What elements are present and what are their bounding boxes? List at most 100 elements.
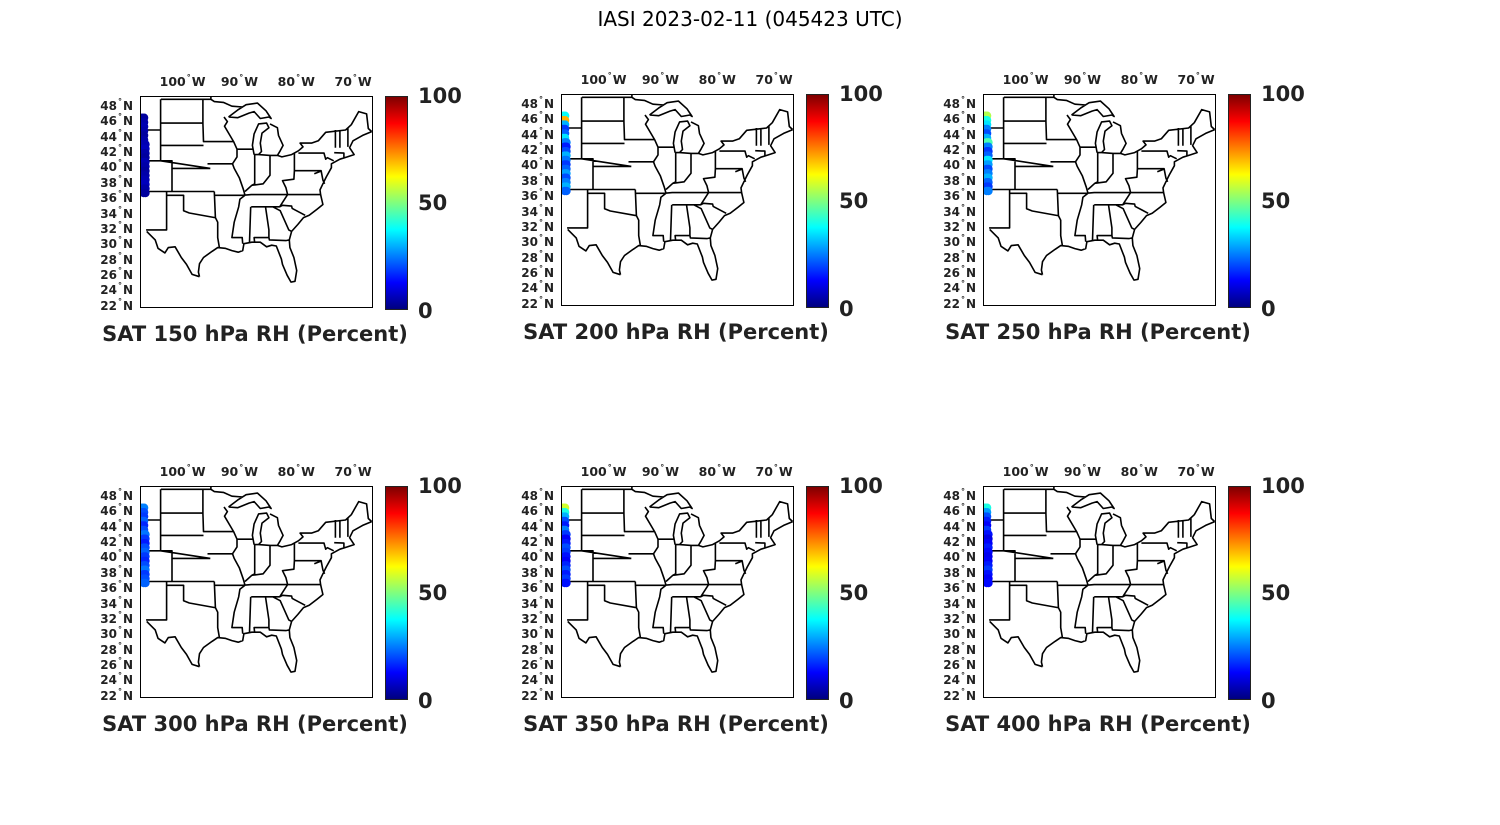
lat-tick-label: 40°N	[100, 158, 133, 175]
colorbar-tick-label: 100	[418, 84, 462, 108]
lat-tick-label: 42°N	[521, 533, 554, 550]
lat-tick-label: 48°N	[521, 94, 554, 111]
lat-tick-label: 34°N	[521, 594, 554, 611]
map-axes	[561, 486, 794, 698]
observation-point	[562, 578, 571, 588]
state-boundaries	[141, 487, 372, 673]
lat-tick-label: 28°N	[521, 640, 554, 657]
lat-tick-label: 34°N	[943, 594, 976, 611]
lat-tick-label: 22°N	[100, 686, 133, 703]
colorbar-tick-label: 0	[418, 689, 433, 713]
colorbar	[1228, 486, 1251, 700]
colorbar-tick-label: 100	[418, 474, 462, 498]
map-panel-3: 100°W 90°W 80°W 70°W 48°N 46°N 44°N 42°N 40°N 38°…	[928, 60, 1328, 360]
lat-tick-label: 44°N	[521, 125, 554, 142]
lat-tick-label: 36°N	[100, 579, 133, 596]
map-axes	[983, 486, 1216, 698]
observation-point	[141, 188, 150, 198]
lon-tick-label: 90°W	[220, 73, 259, 89]
lat-tick-label: 40°N	[521, 156, 554, 173]
lat-tick-label: 26°N	[943, 655, 976, 672]
lat-tick-label: 48°N	[943, 486, 976, 503]
lat-tick-label: 26°N	[100, 655, 133, 672]
lat-tick-label: 36°N	[521, 579, 554, 596]
colorbar-tick-label: 0	[1261, 689, 1276, 713]
lat-tick-label: 40°N	[943, 548, 976, 565]
colorbar-tick-label: 0	[839, 689, 854, 713]
colorbar-tick-label: 50	[839, 581, 869, 605]
lat-tick-label: 30°N	[521, 233, 554, 250]
lat-tick-label: 30°N	[521, 625, 554, 642]
panel-title: SAT 150 hPa RH (Percent)	[102, 322, 408, 346]
map-plot	[984, 487, 1215, 673]
map-plot	[562, 95, 793, 281]
lat-tick-label: 38°N	[521, 171, 554, 188]
lon-tick-label: 70°W	[334, 463, 372, 479]
lat-tick-label: 44°N	[943, 517, 976, 534]
lat-tick-label: 28°N	[521, 248, 554, 265]
map-axes	[983, 94, 1216, 306]
map-panel-6: 100°W 90°W 80°W 70°W 48°N 46°N 44°N 42°N 40°N 38°…	[928, 452, 1328, 752]
lat-tick-label: 32°N	[521, 609, 554, 626]
lon-tick-label: 90°W	[1063, 71, 1102, 87]
colorbar-tick-label: 100	[839, 474, 883, 498]
lat-tick-label: 38°N	[943, 563, 976, 580]
observation-point	[141, 578, 150, 588]
map-plot	[984, 95, 1215, 281]
observation-point	[984, 186, 993, 196]
lat-tick-label: 30°N	[100, 625, 133, 642]
lat-tick-label: 42°N	[100, 533, 133, 550]
lat-tick-label: 24°N	[521, 279, 554, 296]
lon-tick-label: 70°W	[1177, 71, 1215, 87]
lon-tick-label: 80°W	[277, 73, 315, 89]
lon-tick-label: 80°W	[277, 463, 315, 479]
lat-tick-label: 24°N	[100, 671, 133, 688]
lat-tick-label: 46°N	[521, 502, 554, 519]
lat-tick-label: 26°N	[521, 263, 554, 280]
colorbar-tick-label: 0	[839, 297, 854, 321]
lat-tick-label: 34°N	[100, 594, 133, 611]
lat-tick-label: 36°N	[943, 187, 976, 204]
map-axes	[561, 94, 794, 306]
panel-title: SAT 250 hPa RH (Percent)	[945, 320, 1251, 344]
map-panel-1: 100°W 90°W 80°W 70°W 48°N 46°N 44°N 42°N 40°N 38°…	[85, 62, 485, 362]
lat-tick-label: 24°N	[100, 281, 133, 298]
state-boundaries	[984, 487, 1215, 673]
lat-tick-label: 34°N	[943, 202, 976, 219]
lat-tick-label: 32°N	[943, 609, 976, 626]
lat-tick-label: 26°N	[100, 265, 133, 282]
lon-tick-label: 80°W	[1120, 71, 1158, 87]
lat-tick-label: 26°N	[943, 263, 976, 280]
lat-tick-label: 46°N	[943, 110, 976, 127]
colorbar-tick-label: 0	[1261, 297, 1276, 321]
lat-tick-label: 22°N	[100, 296, 133, 313]
lat-tick-label: 28°N	[100, 640, 133, 657]
state-boundaries	[562, 95, 793, 281]
lon-tick-label: 80°W	[698, 463, 736, 479]
lat-tick-label: 48°N	[943, 94, 976, 111]
lat-tick-label: 48°N	[100, 96, 133, 113]
lat-tick-label: 38°N	[943, 171, 976, 188]
lat-tick-label: 40°N	[100, 548, 133, 565]
lon-tick-label: 70°W	[1177, 463, 1215, 479]
map-axes	[140, 96, 373, 308]
lat-tick-label: 46°N	[100, 112, 133, 129]
colorbar-tick-label: 100	[1261, 474, 1305, 498]
map-plot	[562, 487, 793, 673]
lat-tick-label: 44°N	[100, 127, 133, 144]
lat-tick-label: 32°N	[100, 609, 133, 626]
lat-tick-label: 34°N	[521, 202, 554, 219]
lat-tick-label: 44°N	[943, 125, 976, 142]
lat-tick-label: 40°N	[943, 156, 976, 173]
panel-title: SAT 350 hPa RH (Percent)	[523, 712, 829, 736]
lat-tick-label: 46°N	[521, 110, 554, 127]
colorbar-tick-label: 50	[1261, 189, 1291, 213]
lon-tick-label: 100°W	[580, 71, 627, 87]
lat-tick-label: 42°N	[943, 533, 976, 550]
lat-tick-label: 46°N	[100, 502, 133, 519]
lat-tick-label: 36°N	[521, 187, 554, 204]
lat-tick-label: 38°N	[521, 563, 554, 580]
map-plot	[141, 487, 372, 673]
map-panel-2: 100°W 90°W 80°W 70°W 48°N 46°N 44°N 42°N 40°N 38°…	[506, 60, 906, 360]
colorbar-tick-label: 50	[418, 191, 448, 215]
